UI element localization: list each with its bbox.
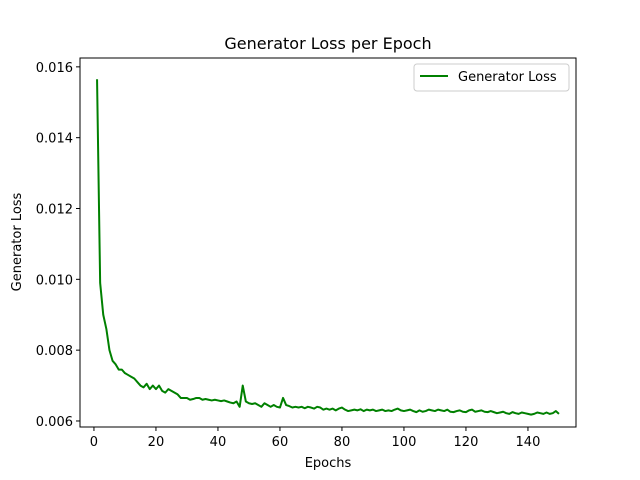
y-tick-label: 0.016	[36, 61, 73, 76]
series-line-generator-loss	[96, 79, 560, 416]
x-tick-label: 100	[392, 435, 417, 450]
series-layer	[96, 79, 560, 416]
x-tick-label: 140	[516, 435, 541, 450]
y-axis-label: Generator Loss	[10, 192, 25, 291]
legend: Generator Loss	[413, 63, 570, 92]
x-tick-label: 40	[210, 435, 227, 450]
y-axis: 0.006 0.008 0.010 0.012 0.014 0.016	[36, 61, 80, 430]
x-tick-label: 80	[334, 435, 351, 450]
x-tick-label: 20	[148, 435, 165, 450]
x-axis: 0 20 40 60 80 100 120 140	[90, 427, 541, 450]
x-axis-label: Epochs	[305, 456, 352, 471]
y-tick-label: 0.010	[36, 273, 73, 288]
y-tick-label: 0.014	[36, 132, 73, 147]
y-tick-label: 0.008	[36, 344, 73, 359]
plot-area	[79, 57, 577, 428]
chart-title: Generator Loss per Epoch	[224, 34, 431, 53]
x-tick-label: 0	[90, 435, 98, 450]
x-tick-label: 120	[454, 435, 479, 450]
x-tick-label: 60	[272, 435, 289, 450]
axes-frame	[79, 57, 577, 428]
legend-label: Generator Loss	[458, 70, 557, 85]
legend-box	[413, 63, 570, 92]
y-tick-label: 0.006	[36, 415, 73, 430]
y-tick-label: 0.012	[36, 203, 73, 218]
